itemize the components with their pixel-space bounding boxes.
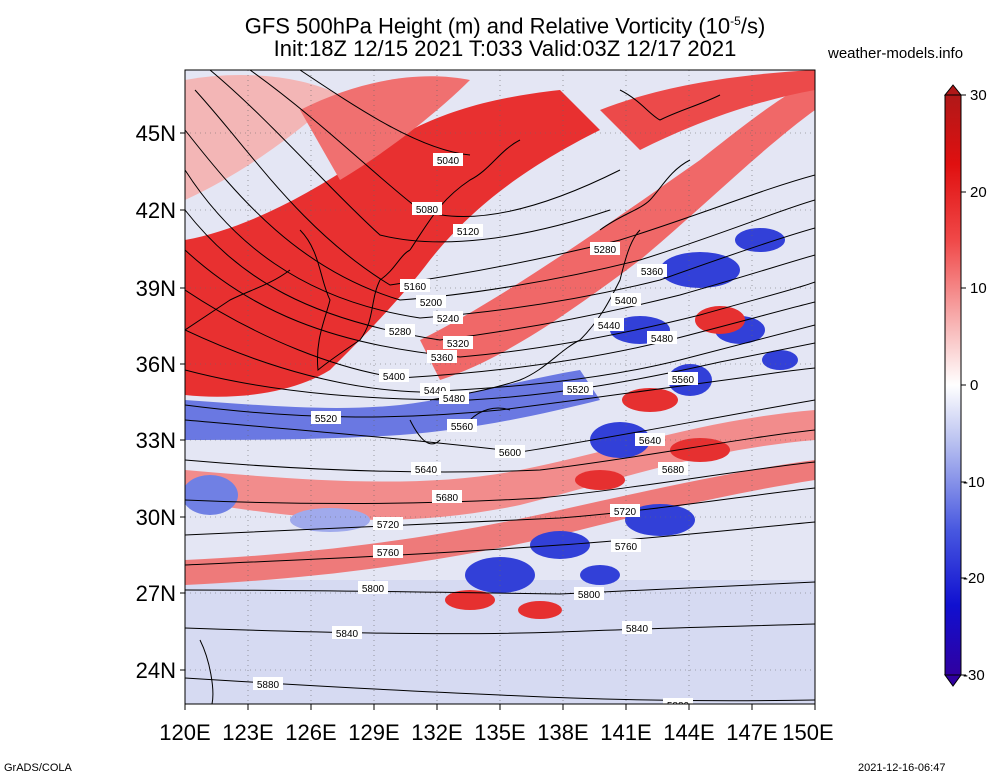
contour-label: 5680 (662, 465, 685, 476)
contour-label: 5680 (436, 493, 459, 504)
map-title-line-1: GFS 500hPa Height (m) and Relative Vorti… (120, 8, 890, 39)
contour-label: 5640 (639, 436, 662, 447)
contour-label: 5360 (641, 267, 664, 278)
colorbar-label: 0 (970, 377, 978, 394)
lon-label: 135E (474, 720, 525, 745)
colorbar-ramp (944, 94, 962, 676)
colorbar-label: 20 (970, 184, 987, 201)
lat-label: 33N (136, 428, 176, 453)
colorbar-bottom-arrow (944, 674, 962, 687)
title-line-1-post: /s) (740, 13, 766, 39)
contour-label: 5640 (415, 465, 438, 476)
lon-label: 129E (348, 720, 399, 745)
lon-label: 141E (600, 720, 651, 745)
source-label: weather-models.info (828, 45, 964, 62)
contour-label: 5800 (578, 590, 601, 601)
contour-label: 5800 (362, 584, 385, 595)
latitude-labels: 45N 42N 39N 36N 33N 30N 27N 24N (136, 121, 176, 683)
generation-timestamp: 2021-12-16-06:47 (858, 762, 946, 774)
contour-label: 5560 (451, 422, 474, 433)
contour-label: 5720 (377, 520, 400, 531)
contour-label: 5320 (447, 339, 470, 350)
contour-label: 5880 (257, 680, 280, 691)
contour-label: 5600 (499, 448, 522, 459)
colorbar-label: -30 (963, 667, 985, 684)
contour-label: 5040 (437, 156, 460, 167)
lon-label: 147E (726, 720, 777, 745)
contour-label: 5880 (667, 701, 690, 712)
title-line-1-pre: GFS 500hPa Height (m) and Relative Vorti… (244, 13, 731, 39)
lon-label: 150E (782, 720, 833, 745)
lat-label: 45N (136, 121, 176, 146)
lat-label: 30N (136, 505, 176, 530)
colorbar-label: 30 (970, 87, 987, 104)
lon-label: 126E (285, 720, 336, 745)
contour-label: 5520 (567, 385, 590, 396)
contour-label: 5280 (389, 327, 412, 338)
contour-label: 5360 (431, 353, 454, 364)
lat-label: 36N (136, 352, 176, 377)
contour-label: 5480 (651, 334, 674, 345)
contour-label: 5840 (626, 624, 649, 635)
colorbar-label: -10 (963, 474, 985, 491)
lat-label: 27N (136, 581, 176, 606)
contour-label: 5120 (457, 227, 480, 238)
lon-label: 138E (537, 720, 588, 745)
contour-label: 5520 (315, 414, 338, 425)
contour-label: 5200 (420, 298, 443, 309)
lat-label: 42N (136, 198, 176, 223)
contour-labels: 5040 5080 5120 5160 5200 5240 5280 5320 … (253, 153, 698, 712)
contour-label: 5160 (404, 282, 427, 293)
contour-label: 5720 (614, 507, 637, 518)
contour-label: 5400 (383, 372, 406, 383)
colorbar-label: -20 (963, 570, 985, 587)
map-title-line-2: Init:18Z 12/15 2021 T:033 Valid:03Z 12/1… (273, 36, 737, 61)
colorbar: 30 20 10 0 -10 -20 -30 (943, 84, 987, 687)
lon-label: 144E (663, 720, 714, 745)
contour-label: 5560 (672, 375, 695, 386)
colorbar-top-arrow (943, 84, 963, 96)
contour-label: 5240 (437, 314, 460, 325)
contour-label: 5480 (443, 394, 466, 405)
vorticity-field: 5040 5080 5120 5160 5200 5240 5280 5320 … (185, 70, 815, 712)
contour-label: 5760 (615, 542, 638, 553)
colorbar-label: 10 (970, 280, 987, 297)
lat-label: 39N (136, 276, 176, 301)
lon-label: 120E (159, 720, 210, 745)
lon-label: 132E (411, 720, 462, 745)
contour-label: 5840 (336, 629, 359, 640)
lat-label: 24N (136, 658, 176, 683)
contour-label: 5080 (416, 205, 439, 216)
contour-label: 5440 (598, 321, 621, 332)
longitude-labels: 120E 123E 126E 129E 132E 135E 138E 141E … (159, 720, 833, 745)
contour-label: 5400 (615, 296, 638, 307)
software-credit: GrADS/COLA (4, 762, 72, 774)
contour-label: 5280 (594, 245, 617, 256)
axis-ticks (180, 132, 816, 710)
title-exponent: -5 (730, 14, 741, 28)
lon-label: 123E (222, 720, 273, 745)
contour-label: 5760 (377, 548, 400, 559)
contour-label: 5440 (424, 386, 447, 397)
